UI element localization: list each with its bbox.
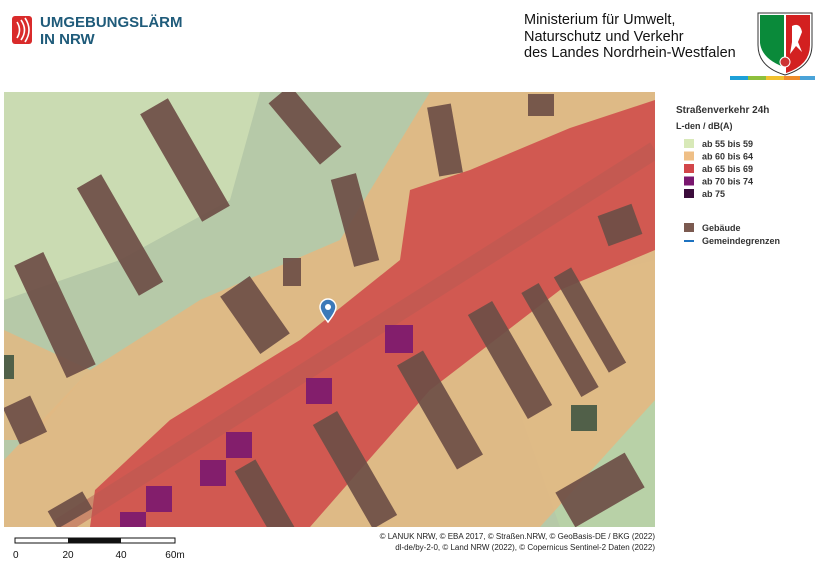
legend-unit: L-den / dB(A) bbox=[676, 121, 733, 131]
ministry-name: des Landes Nordrhein-Westfalen bbox=[524, 45, 736, 61]
scale-bar: 0 20 40 60m bbox=[13, 537, 185, 561]
scale-label: 0 bbox=[13, 550, 19, 561]
legend-label: ab 60 bis 64 bbox=[702, 152, 753, 162]
legend: Straßenverkehr 24h L-den / dB(A) ab 55 b… bbox=[676, 105, 780, 246]
ministry-name: Naturschutz und Verkehr bbox=[524, 29, 684, 45]
legend-label: ab 70 bis 74 bbox=[702, 177, 753, 187]
legend-swatch bbox=[684, 176, 694, 186]
legend-swatch bbox=[684, 151, 694, 161]
attribution: © LANUK NRW, © EBA 2017, © Straßen.NRW, … bbox=[380, 532, 656, 541]
legend-label: ab 75 bbox=[702, 189, 725, 199]
legend-label: Gebäude bbox=[702, 223, 741, 233]
map[interactable] bbox=[3, 85, 655, 540]
scale-label: 20 bbox=[62, 550, 74, 561]
legend-swatch bbox=[684, 189, 694, 198]
legend-swatch bbox=[684, 164, 694, 173]
app-title: UMGEBUNGSLÄRM bbox=[40, 14, 183, 31]
legend-label: ab 55 bis 59 bbox=[702, 139, 753, 149]
legend-label: ab 65 bis 69 bbox=[702, 164, 753, 174]
app-title: IN NRW bbox=[40, 31, 96, 48]
legend-title: Straßenverkehr 24h bbox=[676, 105, 769, 116]
attribution: dl-de/by-2-0, © Land NRW (2022), © Coper… bbox=[395, 543, 655, 552]
legend-swatch bbox=[684, 223, 694, 232]
ministry-name: Ministerium für Umwelt, bbox=[524, 12, 675, 28]
scale-label: 60m bbox=[165, 550, 184, 561]
legend-label: Gemeindegrenzen bbox=[702, 236, 780, 246]
logo-icon bbox=[12, 16, 32, 44]
scale-label: 40 bbox=[115, 550, 127, 561]
legend-swatch bbox=[684, 139, 694, 148]
crest bbox=[757, 12, 813, 76]
location-pin[interactable] bbox=[319, 298, 337, 324]
color-stripe bbox=[730, 76, 815, 80]
